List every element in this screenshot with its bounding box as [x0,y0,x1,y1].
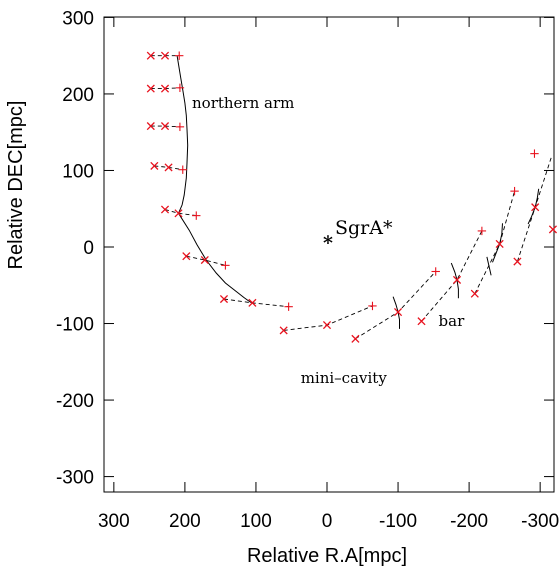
y-tick-label: -200 [56,391,94,412]
x-marker-stroke [548,225,557,234]
x-marker [200,255,209,265]
x-tick-label: -200 [450,511,488,532]
x-marker-stroke [452,275,462,284]
x-tick-label: 300 [98,511,130,532]
y-tick-label: 300 [62,8,94,29]
x-marker [470,289,479,298]
x-marker-stroke [219,294,229,304]
plus-marker [431,267,440,276]
x-tick-label: 0 [322,511,333,532]
x-tick-label: 100 [240,511,272,532]
x-marker [160,51,170,60]
y-tick-label: 0 [83,238,94,259]
x-tick-label: -100 [379,511,417,532]
plus-marker [510,186,519,196]
x-marker-stroke [146,51,155,60]
x-marker [351,334,360,343]
x-marker [146,122,155,131]
x-marker [164,163,173,172]
x-marker-stroke [279,326,288,335]
x-marker [248,298,257,307]
orbit-arc [527,188,540,225]
x-marker-stroke [200,255,209,265]
x-marker-stroke [248,298,257,307]
x-marker [160,122,170,131]
plot-frame [103,16,555,493]
plus-marker [175,83,185,93]
x-marker-stroke [160,122,170,131]
connector-line [421,230,483,322]
plus-marker [368,301,377,311]
x-marker-stroke [417,317,426,326]
x-marker [219,294,229,304]
x-marker [393,307,403,317]
annotation-mini-cavity: mini–cavity [301,369,388,387]
x-marker-stroke [160,84,170,93]
x-marker [160,84,170,93]
y-tick-label: 200 [62,85,94,106]
x-marker [495,239,504,248]
x-marker [146,51,155,60]
connector-line [474,190,516,294]
ticks [104,16,554,492]
x-marker-stroke [164,163,173,172]
sgra-label: SgrA* [335,217,393,239]
connector-line [355,271,437,340]
x-marker-stroke [531,203,540,212]
x-marker [548,225,557,234]
y-tick-label: -100 [56,315,94,336]
plus-marker [221,261,230,270]
x-tick-label: 200 [169,511,201,532]
markers [146,51,557,343]
tick-labels: 300 200 100 0 -100 -200 -300 300 200 100 0 -100 -200… [56,8,559,532]
x-marker [146,84,155,93]
x-marker [531,203,540,212]
x-marker [150,161,159,170]
connector-line [223,298,289,308]
x-marker-stroke [322,321,332,330]
x-marker [182,252,191,261]
x-marker-stroke [470,289,479,298]
plus-marker [530,149,539,158]
annotations: SgrA* northern arm bar mini–cavity * [192,94,465,387]
plus-marker [175,51,184,60]
orbit-arc [178,213,253,304]
annotation-northern-arm: northern arm [192,94,294,112]
x-marker-stroke [393,307,403,317]
x-marker-stroke [160,205,170,214]
x-marker-stroke [351,334,360,343]
plus-marker [178,165,187,174]
x-marker-stroke [174,209,183,218]
x-marker-stroke [160,51,170,60]
x-marker-stroke [513,257,522,266]
x-marker [452,275,462,284]
plus-marker [284,302,293,311]
y-axis-title: Relative DEC[mpc] [5,101,27,270]
plus-marker [192,211,201,220]
sgra-star-icon: * [323,232,333,254]
x-marker-stroke [146,84,155,93]
plus-marker [477,226,487,236]
x-marker-stroke [495,239,504,248]
y-tick-label: -300 [56,468,94,489]
x-axis-title: Relative R.A[mpc] [247,545,407,567]
x-marker [513,257,522,266]
orbit-arc [176,55,189,214]
x-marker [174,209,183,218]
x-tick-label: -300 [521,511,559,532]
x-marker-stroke [146,122,155,131]
x-marker [279,326,288,335]
x-marker-stroke [150,161,159,170]
x-marker [417,317,426,326]
x-marker [160,205,170,214]
x-marker-stroke [182,252,191,261]
y-tick-label: 100 [62,161,94,182]
annotation-bar: bar [439,312,466,330]
plus-marker [175,122,185,132]
x-marker [322,321,332,330]
